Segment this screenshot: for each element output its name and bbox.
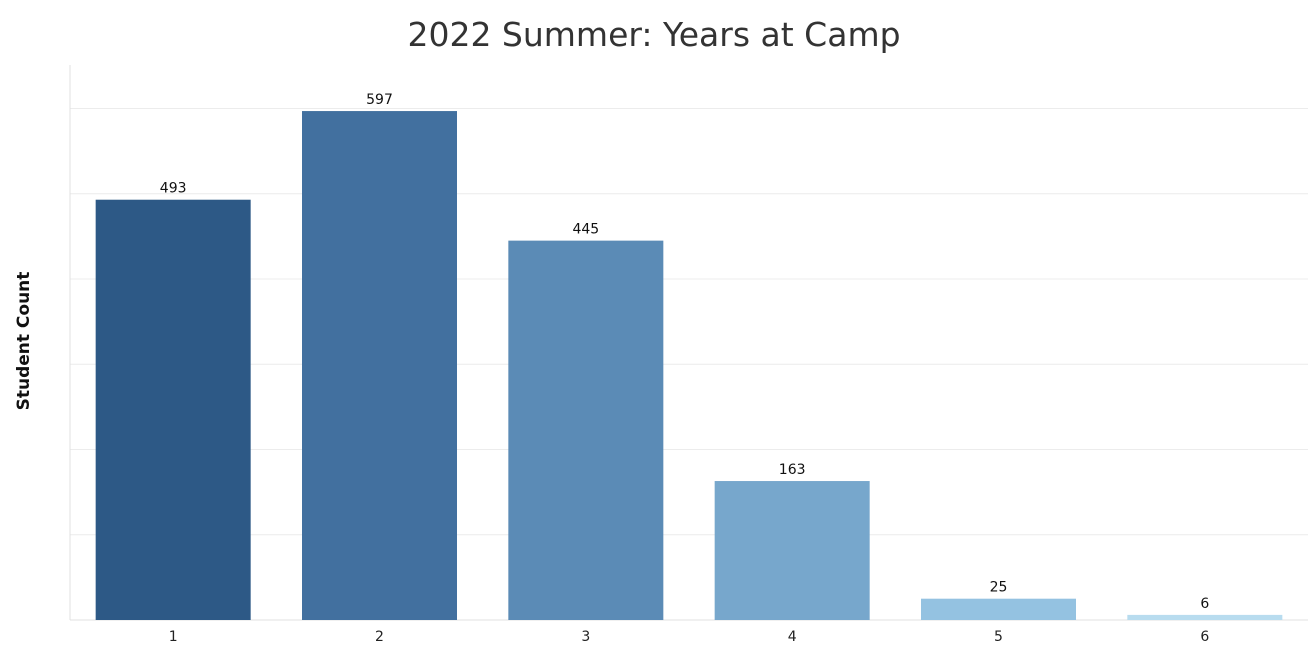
- chart-title: 2022 Summer: Years at Camp: [407, 15, 900, 54]
- bar-3[interactable]: [508, 240, 664, 620]
- x-tick-label-3: 3: [581, 629, 590, 645]
- x-axis-ticks: 1 2 3 4 5 6: [169, 629, 1210, 645]
- data-label-1: 493: [160, 181, 187, 197]
- data-label-4: 163: [779, 462, 806, 478]
- bar-5[interactable]: [921, 598, 1076, 620]
- x-tick-label-4: 4: [788, 629, 797, 645]
- bar-1[interactable]: [95, 199, 251, 620]
- x-tick-label-1: 1: [169, 629, 178, 645]
- x-tick-label-6: 6: [1200, 629, 1209, 645]
- data-labels: 493 597 445 163 25 6: [160, 92, 1210, 612]
- bars: [95, 111, 1283, 621]
- data-label-5: 25: [990, 580, 1008, 596]
- data-label-6: 6: [1200, 596, 1209, 612]
- x-tick-label-5: 5: [994, 629, 1003, 645]
- bar-4[interactable]: [714, 481, 870, 620]
- bar-6[interactable]: [1127, 614, 1283, 620]
- bar-2[interactable]: [302, 111, 457, 621]
- data-label-2: 597: [366, 92, 393, 108]
- y-axis-label: Student Count: [14, 272, 34, 411]
- data-label-3: 445: [572, 222, 599, 238]
- x-tick-label-2: 2: [375, 629, 384, 645]
- gridlines: [70, 108, 1308, 621]
